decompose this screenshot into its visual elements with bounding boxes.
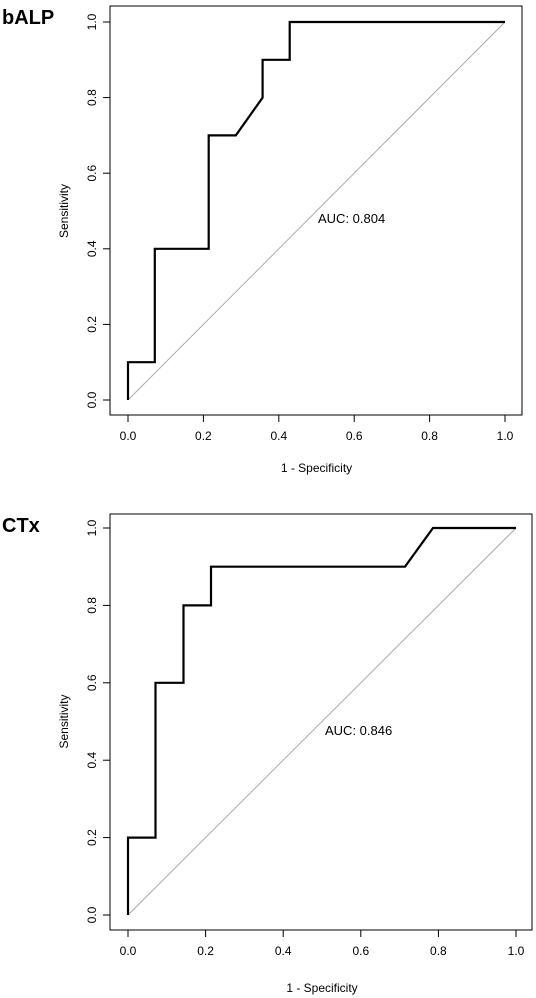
panel-2-y-tick-label: 0.2 [85,829,99,846]
panel-2-reference-diagonal [127,527,517,916]
panel-2-x-tick-label: 0.0 [120,944,137,958]
panel-2-x-tick-label: 0.4 [275,944,292,958]
panel-1-y-tick-label: 0.6 [85,165,99,182]
panel-2-y-tick-label: 0.4 [85,752,99,769]
panel-1-roc-curve [126,20,505,400]
panel-2-y-axis-label: Sensitivity [57,694,71,748]
panel-1-x-tick-label: 0.2 [195,429,212,443]
panel-1-auc-annotation: AUC: 0.804 [318,211,385,226]
panel-1-panel-title: bALP [2,7,54,29]
panel-1-y-tick-label: 0.0 [85,391,99,408]
panel-1-x-tick-label: 0.4 [270,429,287,443]
panel-2-y-tick-label: 1.0 [85,519,99,536]
panel-2-x-axis-label: 1 - Specificity [286,981,357,995]
panel-2-x-tick-label: 0.2 [197,944,214,958]
panel-2-x-tick-label: 1.0 [508,944,525,958]
panel-2-auc-annotation: AUC: 0.846 [325,723,392,738]
panel-2-y-tick-label: 0.6 [85,674,99,691]
panel-1-x-tick-label: 0.6 [346,429,363,443]
panel-1-reference-diagonal [127,21,506,401]
panel-1-y-tick-label: 0.8 [85,89,99,106]
panel-1-y-tick-label: 0.2 [85,316,99,333]
panel-2-roc-curve [126,526,516,915]
panel-1-y-tick-label: 0.4 [85,240,99,257]
panel-2-y-tick-label: 0.8 [85,597,99,614]
panel-2-y-tick-label: 0.0 [85,906,99,923]
panel-2-x-tick-label: 0.8 [430,944,447,958]
panel-2-x-tick-label: 0.6 [352,944,369,958]
panel-1-y-tick-label: 1.0 [85,13,99,30]
panel-1-x-tick-label: 1.0 [497,429,514,443]
panel-1-y-axis-label: Sensitivity [57,184,71,238]
panel-1-x-tick-label: 0.0 [120,429,137,443]
panel-2-panel-title: CTx [2,515,40,537]
panel-1-x-axis-label: 1 - Specificity [281,461,352,475]
panel-1-x-tick-label: 0.8 [421,429,438,443]
